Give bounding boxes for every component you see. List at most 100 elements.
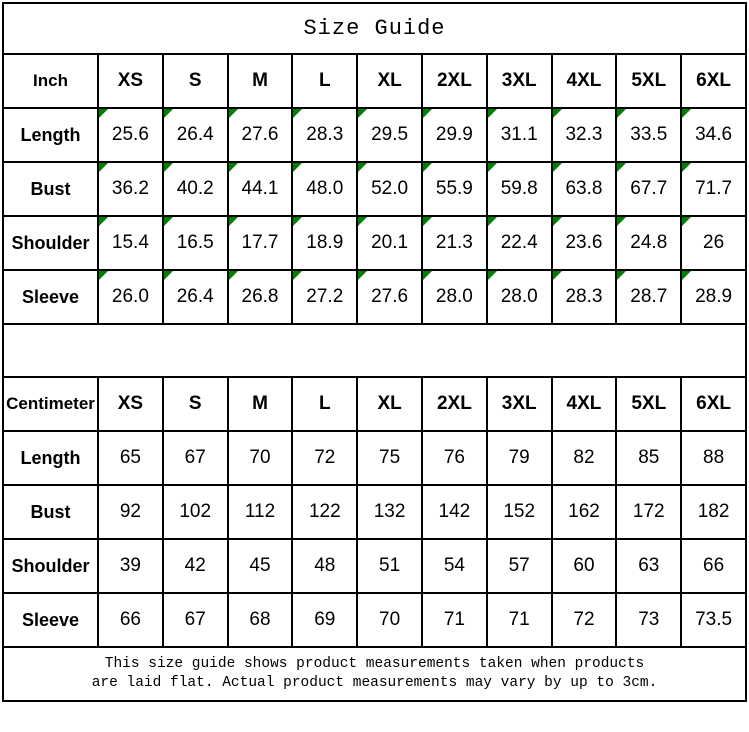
measurement-cell: 45 <box>226 538 294 594</box>
measurement-cell: 28.3 <box>291 107 359 163</box>
measurement-cell: 75 <box>356 430 423 486</box>
inch-shoulder-row: Shoulder 15.4 16.5 17.7 18.9 20.1 21.3 2… <box>2 215 747 271</box>
footer-line-2: are laid flat. Actual product measuremen… <box>91 675 658 691</box>
measurement-cell: 71.7 <box>680 161 747 217</box>
green-triangle-icon <box>164 164 173 172</box>
measurement-cell: 71 <box>485 592 553 648</box>
measurement-cell: 28.7 <box>615 269 683 325</box>
size-col-header: L <box>291 376 359 432</box>
row-label: Bust <box>2 484 99 540</box>
green-triangle-icon <box>99 218 108 226</box>
measurement-cell: 67 <box>161 592 229 648</box>
row-label: Sleeve <box>2 269 99 325</box>
footer-note: This size guide shows product measuremen… <box>2 646 747 702</box>
measurement-cell: 132 <box>356 484 423 540</box>
cm-bust-row: Bust 92 102 112 122 132 142 152 162 172 … <box>2 484 747 540</box>
green-triangle-icon <box>553 218 562 226</box>
measurement-cell: 68 <box>226 592 294 648</box>
size-col-header: S <box>161 53 229 109</box>
green-triangle-icon <box>683 272 692 280</box>
green-triangle-icon <box>294 164 303 172</box>
green-triangle-icon <box>618 272 627 280</box>
measurement-cell: 22.4 <box>485 215 553 271</box>
measurement-cell: 31.1 <box>485 107 553 163</box>
measurement-cell: 63.8 <box>550 161 618 217</box>
green-triangle-icon <box>164 218 173 226</box>
measurement-cell: 17.7 <box>226 215 294 271</box>
measurement-cell: 48.0 <box>291 161 359 217</box>
measurement-cell: 69 <box>291 592 359 648</box>
size-col-header: XL <box>356 376 423 432</box>
measurement-cell: 40.2 <box>161 161 229 217</box>
green-triangle-icon <box>423 110 432 118</box>
measurement-cell: 59.8 <box>485 161 553 217</box>
measurement-cell: 32.3 <box>550 107 618 163</box>
size-col-header: 6XL <box>680 376 747 432</box>
green-triangle-icon <box>553 272 562 280</box>
inch-length-row: Length 25.6 26.4 27.6 28.3 29.5 29.9 31.… <box>2 107 747 163</box>
measurement-cell: 60 <box>550 538 618 594</box>
green-triangle-icon <box>618 110 627 118</box>
measurement-cell: 26.0 <box>97 269 164 325</box>
measurement-cell: 52.0 <box>356 161 423 217</box>
green-triangle-icon <box>164 272 173 280</box>
measurement-cell: 44.1 <box>226 161 294 217</box>
measurement-cell: 26.8 <box>226 269 294 325</box>
measurement-cell: 72 <box>291 430 359 486</box>
size-col-header: L <box>291 53 359 109</box>
size-col-header: 5XL <box>615 53 683 109</box>
measurement-cell: 70 <box>356 592 423 648</box>
green-triangle-icon <box>488 218 497 226</box>
size-col-header: M <box>226 53 294 109</box>
measurement-cell: 27.6 <box>226 107 294 163</box>
size-guide-table: Size Guide Inch XS S M L XL 2XL 3XL 4XL … <box>2 2 747 702</box>
measurement-cell: 76 <box>420 430 488 486</box>
unit-header-inch: Inch <box>2 53 99 109</box>
measurement-cell: 28.0 <box>485 269 553 325</box>
measurement-cell: 18.9 <box>291 215 359 271</box>
green-triangle-icon <box>229 272 238 280</box>
measurement-cell: 24.8 <box>615 215 683 271</box>
size-col-header: XS <box>97 53 164 109</box>
row-label: Bust <box>2 161 99 217</box>
measurement-cell: 36.2 <box>97 161 164 217</box>
green-triangle-icon <box>488 272 497 280</box>
measurement-cell: 25.6 <box>97 107 164 163</box>
size-col-header: 3XL <box>485 53 553 109</box>
measurement-cell: 162 <box>550 484 618 540</box>
row-label: Shoulder <box>2 538 99 594</box>
green-triangle-icon <box>488 164 497 172</box>
green-triangle-icon <box>229 110 238 118</box>
cm-sleeve-row: Sleeve 66 67 68 69 70 71 71 72 73 73.5 <box>2 592 747 648</box>
measurement-cell: 28.3 <box>550 269 618 325</box>
measurement-cell: 122 <box>291 484 359 540</box>
unit-header-cm: Centimeter <box>2 376 99 432</box>
page-title: Size Guide <box>2 2 747 55</box>
measurement-cell: 29.5 <box>356 107 423 163</box>
size-col-header: 3XL <box>485 376 553 432</box>
size-col-header: XL <box>356 53 423 109</box>
green-triangle-icon <box>423 272 432 280</box>
green-triangle-icon <box>618 218 627 226</box>
green-triangle-icon <box>359 164 368 172</box>
measurement-cell: 66 <box>680 538 747 594</box>
measurement-cell: 21.3 <box>420 215 488 271</box>
measurement-cell: 42 <box>161 538 229 594</box>
cm-shoulder-row: Shoulder 39 42 45 48 51 54 57 60 63 66 <box>2 538 747 594</box>
cm-length-row: Length 65 67 70 72 75 76 79 82 85 88 <box>2 430 747 486</box>
measurement-cell: 112 <box>226 484 294 540</box>
size-col-header: 4XL <box>550 376 618 432</box>
measurement-cell: 92 <box>97 484 164 540</box>
measurement-cell: 55.9 <box>420 161 488 217</box>
size-col-header: M <box>226 376 294 432</box>
measurement-cell: 172 <box>615 484 683 540</box>
green-triangle-icon <box>488 110 497 118</box>
inch-header-row: Inch XS S M L XL 2XL 3XL 4XL 5XL 6XL <box>2 53 747 109</box>
measurement-cell: 85 <box>615 430 683 486</box>
row-label: Length <box>2 430 99 486</box>
green-triangle-icon <box>423 164 432 172</box>
size-col-header: 4XL <box>550 53 618 109</box>
green-triangle-icon <box>618 164 627 172</box>
green-triangle-icon <box>423 218 432 226</box>
green-triangle-icon <box>294 218 303 226</box>
